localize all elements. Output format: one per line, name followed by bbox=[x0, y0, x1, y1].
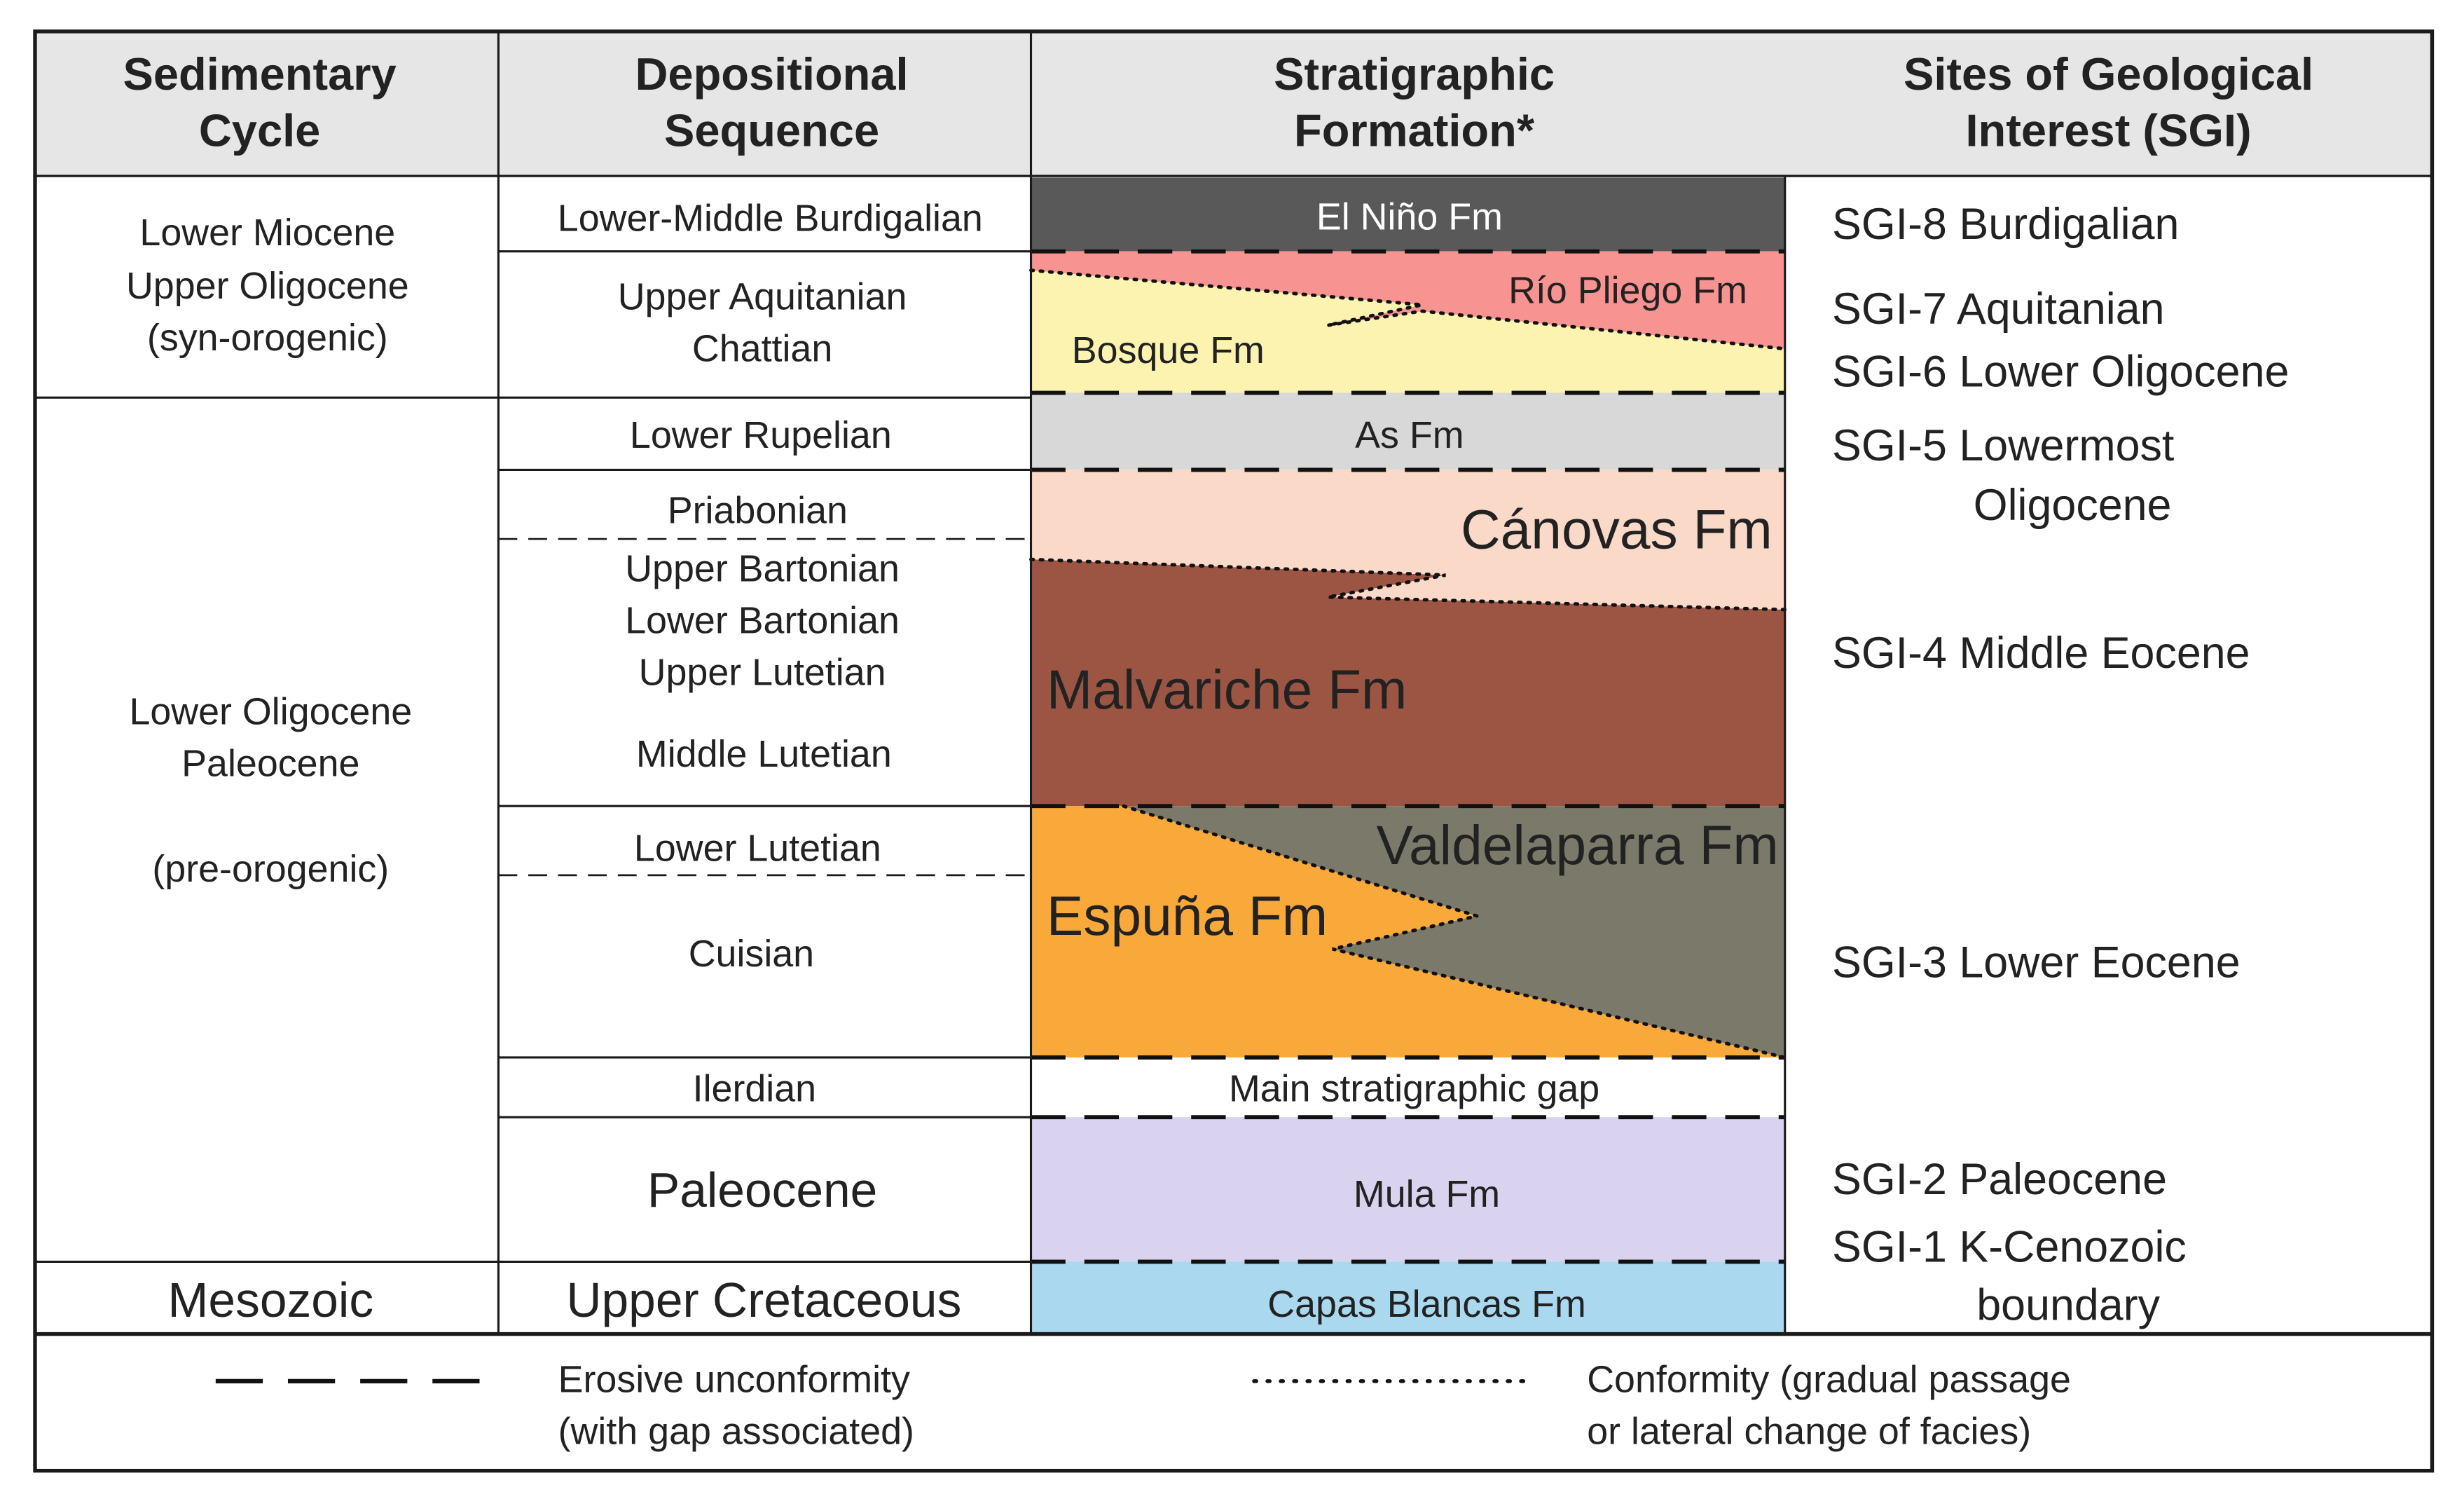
as-fm-band bbox=[1031, 392, 1785, 470]
sgi-5-line1: SGI-5 Lowermost bbox=[1832, 421, 2174, 470]
seq-middle-lutetian: Middle Lutetian bbox=[636, 733, 892, 775]
cycle-pre-orogenic-line4: (pre-orogenic) bbox=[152, 848, 389, 890]
legend-erosive-line2: (with gap associated) bbox=[558, 1411, 914, 1453]
label-capas-blancas-fm: Capas Blancas Fm bbox=[1267, 1283, 1585, 1325]
malvariche-fm-band bbox=[1031, 559, 1785, 807]
cycle-pre-orogenic-line1: Lower Oligocene bbox=[129, 691, 412, 733]
cycle-syn-orogenic-line1: Lower Miocene bbox=[139, 212, 395, 254]
unconformity-lines bbox=[1031, 249, 1785, 1264]
sgi-5-line2: Oligocene bbox=[1974, 481, 2172, 530]
seq-lower-bartonian: Lower Bartonian bbox=[625, 600, 900, 642]
legend-conformity-line2: or lateral change of facies) bbox=[1587, 1411, 2031, 1453]
sgi-8: SGI-8 Burdigalian bbox=[1832, 200, 2179, 249]
cycle-syn-orogenic-line3: (syn-orogenic) bbox=[147, 317, 388, 359]
seq-priabonian: Priabonian bbox=[668, 490, 848, 532]
sgi-2: SGI-2 Paleocene bbox=[1832, 1155, 2167, 1204]
header-sgi-line1: Sites of Geological bbox=[1904, 48, 2313, 100]
label-espuna-fm: Espuña Fm bbox=[1047, 885, 1328, 947]
label-canovas-fm: Cánovas Fm bbox=[1461, 499, 1773, 561]
seq-aquitanian-line1: Upper Aquitanian bbox=[618, 276, 907, 318]
main-gap-band bbox=[1031, 1057, 1785, 1118]
cycle-mesozoic: Mesozoic bbox=[168, 1273, 374, 1327]
header-sedimentary-cycle-line1: Sedimentary bbox=[123, 48, 396, 100]
header-depositional-sequence-line2: Sequence bbox=[664, 105, 879, 156]
cycle-pre-orogenic-line2: Paleocene bbox=[181, 743, 359, 785]
seq-upper-cretaceous: Upper Cretaceous bbox=[566, 1273, 961, 1327]
label-bosque-fm: Bosque Fm bbox=[1072, 329, 1265, 371]
rio-pliego-fm-band bbox=[1031, 251, 1785, 349]
label-el-nino-fm: El Niño Fm bbox=[1316, 196, 1503, 238]
sgi-6: SGI-6 Lower Oligocene bbox=[1832, 348, 2289, 397]
cycle-syn-orogenic-line2: Upper Oligocene bbox=[126, 265, 409, 307]
header-stratigraphic-formation-line1: Stratigraphic bbox=[1274, 48, 1555, 100]
seq-cuisian: Cuisian bbox=[689, 933, 814, 975]
seq-paleocene: Paleocene bbox=[647, 1163, 877, 1217]
seq-upper-bartonian: Upper Bartonian bbox=[625, 548, 900, 590]
seq-aquitanian-line2: Chattian bbox=[692, 328, 832, 370]
seq-burdigalian: Lower-Middle Burdigalian bbox=[558, 198, 983, 240]
sgi-1-line1: SGI-1 K-Cenozoic bbox=[1832, 1222, 2187, 1271]
header-stratigraphic-formation-line2: Formation* bbox=[1294, 105, 1535, 156]
table-grid bbox=[34, 31, 2432, 1334]
legend-erosive-line1: Erosive unconformity bbox=[558, 1359, 910, 1401]
label-mula-fm: Mula Fm bbox=[1354, 1173, 1500, 1215]
conformity-lines bbox=[1029, 268, 1787, 1060]
valdelaparra-fm-band bbox=[1123, 806, 1785, 1057]
seq-upper-lutetian: Upper Lutetian bbox=[639, 652, 886, 694]
label-rio-pliego-fm: Río Pliego Fm bbox=[1508, 270, 1747, 312]
el-nino-fm-band bbox=[1031, 177, 1785, 252]
label-valdelaparra-fm: Valdelaparra Fm bbox=[1377, 814, 1779, 876]
outer-frame bbox=[33, 29, 2435, 1473]
mula-fm-band bbox=[1031, 1117, 1785, 1262]
sgi-7: SGI-7 Aquitanian bbox=[1832, 285, 2165, 334]
legend-conformity-line1: Conformity (gradual passage bbox=[1587, 1359, 2071, 1401]
sgi-4: SGI-4 Middle Eocene bbox=[1832, 629, 2250, 678]
header-sgi-line2: Interest (SGI) bbox=[1965, 105, 2251, 156]
header-depositional-sequence-line1: Depositional bbox=[635, 48, 908, 100]
label-malvariche-fm: Malvariche Fm bbox=[1047, 659, 1407, 720]
capas-blancas-fm-band bbox=[1031, 1261, 1785, 1334]
header-sedimentary-cycle-line2: Cycle bbox=[199, 105, 320, 156]
canovas-fm-band bbox=[1031, 470, 1785, 610]
sgi-1-line2: boundary bbox=[1976, 1280, 2160, 1329]
seq-rupelian: Lower Rupelian bbox=[630, 414, 892, 456]
sgi-3: SGI-3 Lower Eocene bbox=[1832, 938, 2241, 987]
formation-column bbox=[1031, 177, 1785, 1334]
seq-lower-lutetian: Lower Lutetian bbox=[634, 828, 881, 870]
seq-ilerdian: Ilerdian bbox=[693, 1068, 816, 1110]
label-as-fm: As Fm bbox=[1355, 414, 1464, 456]
header-background bbox=[34, 31, 2432, 177]
label-main-gap: Main stratigraphic gap bbox=[1229, 1068, 1599, 1110]
